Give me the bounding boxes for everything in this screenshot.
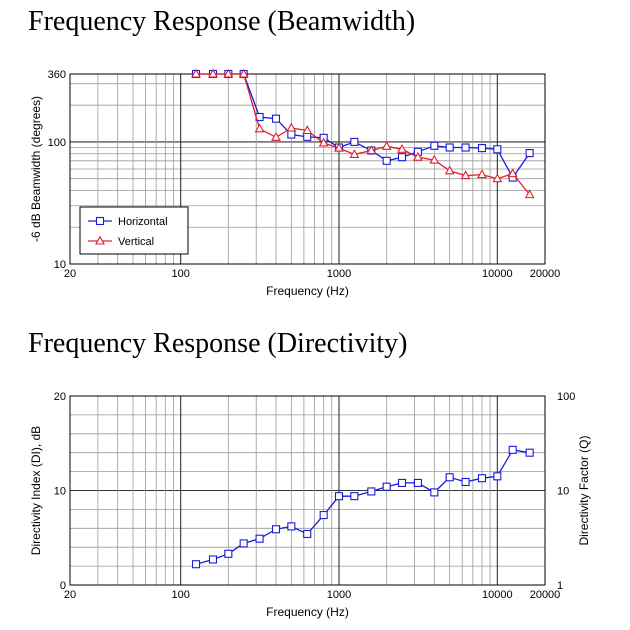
series-vertical-point xyxy=(318,137,329,147)
y-axis-title: -6 dB Beamwidth (degrees) xyxy=(29,96,43,242)
directivity-chart-title: Frequency Response (Directivity) xyxy=(28,328,408,359)
series-directivity-index-point xyxy=(525,448,534,457)
y-tick-label: 0 xyxy=(60,580,66,592)
series-horizontal-line xyxy=(196,73,531,179)
x-tick-label: 20000 xyxy=(530,589,561,601)
series-directivity-index-point xyxy=(191,560,201,569)
x-tick-label: 20 xyxy=(64,268,76,280)
series-vertical-point xyxy=(524,189,535,199)
series-directivity-index-point xyxy=(430,488,439,497)
series-horizontal-point xyxy=(397,153,407,162)
series-directivity-index-point xyxy=(397,478,407,487)
plot-frame xyxy=(69,395,546,586)
directivity-chart: 20 100 1000 10000 20000 Frequency (Hz) 0 10 20 1 1… xyxy=(29,391,591,619)
series-vertical-point xyxy=(254,123,265,133)
series-directivity-index-point xyxy=(224,549,233,558)
series-vertical-point xyxy=(366,145,377,155)
x-tick-label: 10000 xyxy=(482,268,513,280)
series-directivity-index-point xyxy=(350,492,359,501)
y-axis-title: Directivity Index (DI), dB xyxy=(29,426,43,555)
x-tick-label: 10000 xyxy=(482,589,513,601)
series-horizontal-point xyxy=(271,114,281,123)
legend-label: Vertical xyxy=(118,236,154,248)
y-tick-label: 10 xyxy=(54,259,66,271)
series-vertical-line xyxy=(196,73,531,196)
x-axis-title: Frequency (Hz) xyxy=(266,284,349,298)
y-tick-label: 20 xyxy=(54,391,66,403)
series-horizontal-point xyxy=(430,141,439,150)
series-vertical-point xyxy=(381,141,392,150)
series-horizontal-point xyxy=(493,145,502,154)
y-tick-label: 100 xyxy=(48,137,66,149)
x-tick-label: 100 xyxy=(171,589,189,601)
series-vertical-point xyxy=(477,169,487,179)
y-right-tick-label: 1 xyxy=(557,580,563,592)
series-vertical-point xyxy=(397,143,407,153)
series-horizontal-point xyxy=(461,143,470,152)
series-directivity-index-point xyxy=(477,474,487,483)
series-horizontal-point xyxy=(287,130,296,139)
series-vertical-point xyxy=(444,165,455,175)
series-vertical-point xyxy=(238,68,249,78)
series-vertical-point xyxy=(223,68,234,78)
series-vertical-point xyxy=(429,154,440,164)
series-horizontal-point xyxy=(350,137,359,146)
series-directivity-index-point xyxy=(287,522,296,531)
y-right-tick-label: 100 xyxy=(557,391,575,403)
series-horizontal-point xyxy=(525,149,534,158)
series-vertical-point xyxy=(302,125,313,135)
legend-box xyxy=(79,206,189,255)
series-directivity-index-point xyxy=(382,482,391,491)
legend-marker xyxy=(95,216,105,226)
plot-frame xyxy=(69,73,546,265)
series-vertical-point xyxy=(286,122,297,132)
legend-label: Horizontal xyxy=(118,216,168,228)
y-tick-label: 10 xyxy=(54,486,66,498)
x-tick-label: 20000 xyxy=(530,268,561,280)
series-directivity-index-point xyxy=(461,477,470,487)
series-directivity-index-line xyxy=(195,449,530,565)
series-vertical-point xyxy=(460,170,471,180)
beamwidth-chart-title: Frequency Response (Beamwidth) xyxy=(28,6,416,37)
y-right-axis-title: Directivity Factor (Q) xyxy=(577,435,591,545)
series-vertical-point xyxy=(208,68,218,78)
legend: Horizontal Vertical xyxy=(79,206,189,255)
x-tick-label: 1000 xyxy=(327,268,351,280)
series-directivity-index-point xyxy=(445,473,454,482)
series-vertical-point xyxy=(334,142,344,152)
legend-marker xyxy=(95,235,105,245)
series-horizontal-point xyxy=(477,144,487,153)
series-directivity-index-point xyxy=(367,487,376,496)
series-horizontal-point xyxy=(445,143,454,152)
series-directivity-index-point xyxy=(493,472,502,481)
series-directivity-index-point xyxy=(271,525,281,534)
x-tick-label: 100 xyxy=(171,268,189,280)
series-vertical-point xyxy=(271,132,281,141)
series-vertical-point xyxy=(349,149,360,158)
series-directivity-index-point xyxy=(303,529,312,539)
series-directivity-index-point xyxy=(208,555,218,564)
series-horizontal-point xyxy=(382,156,391,165)
series-vertical-point xyxy=(507,168,518,178)
series-directivity-index-point xyxy=(255,534,264,543)
series-vertical-point xyxy=(412,151,423,161)
beamwidth-chart: 20 100 1000 10000 20000 Frequency (Hz) 10 100 36… xyxy=(29,68,561,298)
series-vertical-point xyxy=(492,173,503,183)
series-directivity-index-point xyxy=(319,511,328,520)
series-directivity-index-point xyxy=(239,539,248,548)
y-right-tick-label: 10 xyxy=(557,486,569,498)
series-directivity-index-point xyxy=(413,478,422,487)
x-axis-title: Frequency (Hz) xyxy=(266,605,349,619)
series-horizontal-point xyxy=(303,132,312,141)
y-tick-label: 360 xyxy=(48,69,66,81)
x-tick-label: 20 xyxy=(64,589,76,601)
series-directivity-index-point xyxy=(508,445,517,454)
series-vertical-point xyxy=(191,68,201,78)
series-directivity-index-point xyxy=(334,492,344,501)
x-tick-label: 1000 xyxy=(327,589,351,601)
